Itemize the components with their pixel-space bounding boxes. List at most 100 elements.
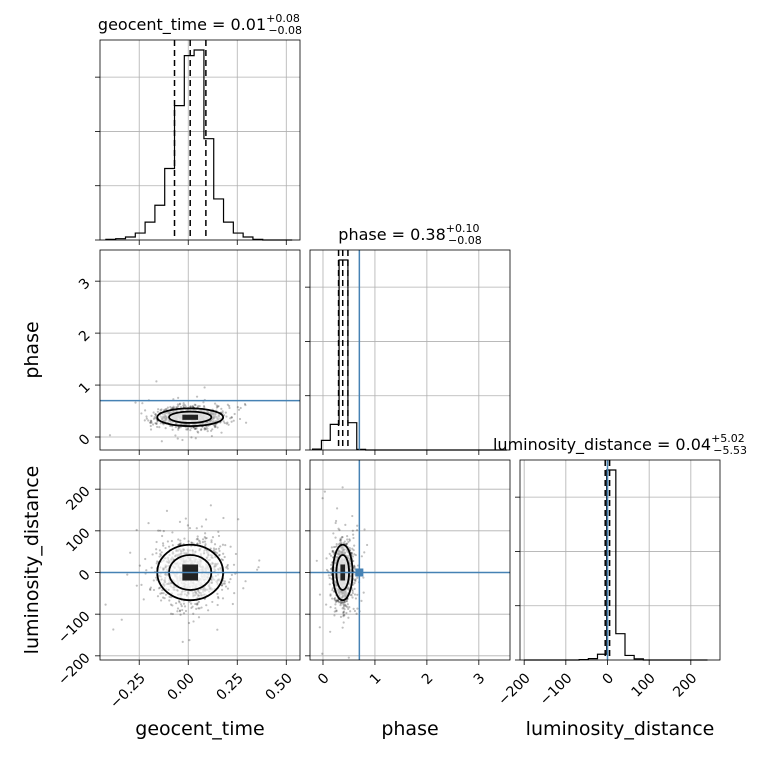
y-tick-labels-phase: 0 1 2 3	[76, 276, 94, 449]
sample-point	[334, 521, 337, 525]
sample-point	[195, 607, 198, 610]
sample-point	[171, 531, 174, 534]
sample-point	[183, 537, 186, 540]
hist-panel-geocent_time: geocent_time = 0.01+0.08 −0.08	[95, 12, 302, 245]
sample-point	[159, 552, 162, 556]
sample-point	[223, 580, 226, 583]
sample-point	[157, 587, 161, 590]
sample-point	[211, 600, 214, 604]
sample-point	[188, 639, 191, 642]
sample-point	[331, 549, 334, 552]
sample-point	[329, 593, 332, 596]
sample-point	[145, 415, 148, 418]
sample-point	[152, 579, 155, 582]
sample-point	[150, 420, 153, 423]
sample-point	[176, 437, 179, 440]
sample-point	[353, 564, 356, 567]
sample-point	[222, 516, 225, 520]
sample-point	[220, 584, 224, 587]
sample-point	[339, 615, 343, 618]
sample-point	[188, 600, 191, 603]
hist-panel-luminosity_distance: luminosity_distance = 0.04+5.02 −5.53	[493, 432, 747, 665]
sample-point	[363, 528, 366, 531]
sample-point	[213, 543, 217, 546]
sample-point	[348, 539, 352, 542]
sample-point	[186, 428, 189, 431]
sample-point	[203, 406, 206, 409]
density-core	[182, 414, 199, 420]
sample-point	[169, 405, 172, 409]
sample-point	[207, 609, 210, 612]
x-tick-labels-phase: 0 1 2 3	[315, 670, 488, 688]
sample-point	[231, 602, 234, 606]
sample-point	[257, 566, 260, 569]
sample-point	[244, 421, 248, 424]
sample-point	[337, 527, 340, 530]
sample-point	[242, 587, 245, 590]
sample-point	[237, 518, 240, 521]
sample-point	[194, 427, 197, 430]
sample-point	[342, 603, 345, 606]
sample-point	[328, 583, 331, 586]
panel-title-luminosity_distance: luminosity_distance = 0.04+5.02 −5.53	[493, 432, 747, 457]
y-tick-label: 3	[76, 276, 94, 294]
sample-point	[328, 552, 331, 555]
sample-point	[329, 567, 333, 570]
sample-point	[333, 610, 336, 613]
sample-point	[145, 569, 148, 572]
sample-point	[353, 609, 357, 613]
scatter-panel-phase-luminosity_distance	[305, 459, 511, 665]
sample-point	[155, 422, 158, 425]
sample-point	[353, 587, 356, 590]
sample-point	[196, 535, 199, 538]
sample-point	[345, 542, 348, 546]
sample-point	[203, 540, 207, 543]
sample-point	[355, 612, 358, 615]
sample-point	[149, 588, 152, 592]
sample-point	[178, 520, 182, 523]
sample-point	[172, 406, 176, 409]
sample-point	[179, 406, 183, 409]
sample-point	[331, 589, 334, 592]
sample-point	[351, 529, 354, 532]
sample-point	[210, 434, 213, 438]
sample-point	[194, 602, 197, 606]
sample-point	[349, 593, 352, 596]
sample-point	[196, 603, 199, 606]
sample-point	[141, 402, 144, 405]
sample-point	[204, 428, 208, 431]
x-tick-label: 0	[599, 670, 617, 688]
sample-point	[333, 614, 336, 617]
sample-point	[108, 434, 112, 437]
sample-point	[221, 558, 224, 562]
hist-luminosity_distance-frame	[519, 459, 721, 661]
sample-point	[150, 414, 153, 417]
sample-point	[332, 545, 335, 549]
sample-point	[174, 434, 177, 437]
sample-point	[338, 542, 341, 545]
sample-point	[159, 409, 162, 412]
sample-point	[228, 406, 231, 410]
y-tick-label: −100	[55, 609, 94, 648]
sample-point	[232, 563, 236, 566]
sample-point	[176, 610, 179, 613]
x-tick-label: −200	[495, 670, 534, 709]
sample-point	[212, 424, 215, 427]
sample-point	[210, 539, 213, 542]
scatter-points-phase-luminosity_distance	[315, 486, 369, 659]
title-upper-error: +5.02	[711, 432, 745, 445]
sample-point	[213, 425, 217, 428]
sample-point	[140, 412, 143, 415]
sample-point	[197, 539, 200, 542]
sample-point	[353, 579, 356, 582]
sample-point	[337, 543, 341, 546]
sample-point	[164, 408, 167, 411]
sample-point	[224, 585, 228, 588]
sample-point	[203, 427, 206, 430]
y-tick-label: 2	[76, 327, 94, 345]
y-tick-label: 100	[63, 525, 93, 555]
sample-point	[244, 403, 247, 407]
y-tick-label: 0	[76, 431, 94, 449]
sample-point	[206, 427, 209, 430]
sample-point	[187, 540, 190, 543]
